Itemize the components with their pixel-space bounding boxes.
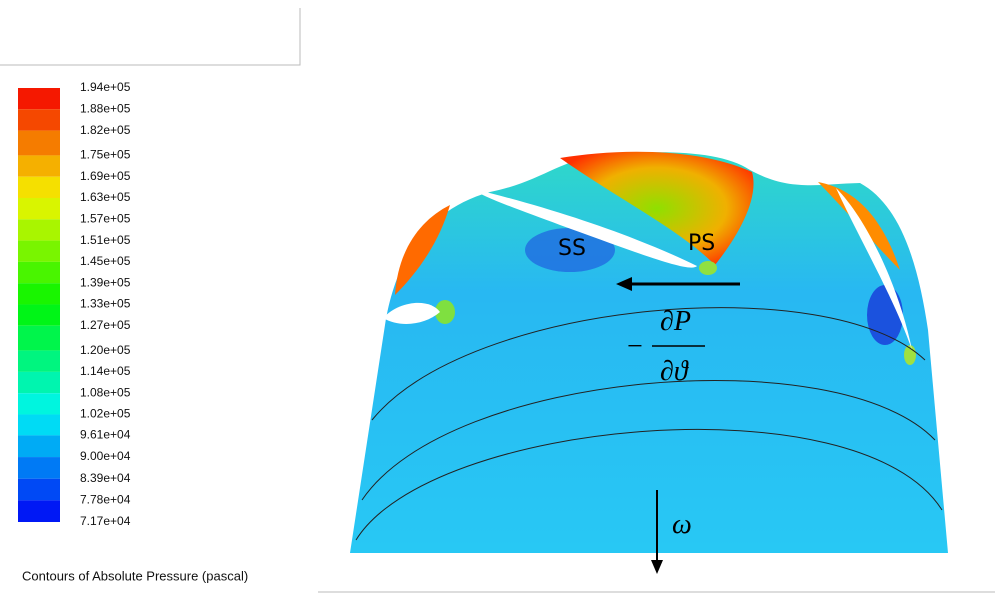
colorbar-band — [18, 371, 60, 394]
colorbar-label: 1.45e+05 — [80, 254, 131, 268]
colorbar-band — [18, 219, 60, 241]
colorbar-label: 1.39e+05 — [80, 275, 131, 289]
colorbar-band — [18, 261, 60, 284]
colorbar-label: 7.17e+04 — [80, 514, 131, 528]
colorbar-band — [18, 130, 60, 156]
colorbar-band — [18, 325, 60, 351]
colorbar-label: 1.14e+05 — [80, 364, 131, 378]
colorbar-band — [18, 500, 60, 522]
contour-image — [350, 151, 948, 574]
colorbar-band — [18, 88, 60, 110]
colorbar-band — [18, 240, 60, 262]
colorbar-label: 1.27e+05 — [80, 318, 131, 332]
annotation: ω — [672, 509, 692, 540]
annotation: ∂P — [660, 306, 691, 337]
annotation: − — [627, 331, 643, 362]
colorbar: 1.94e+05 1.88e+05 1.82e+05 1.75e+05 1.69e+05… — [18, 80, 131, 528]
colorbar-label: 1.57e+05 — [80, 211, 131, 225]
colorbar-label: 1.33e+05 — [80, 297, 131, 311]
colorbar-band — [18, 109, 60, 131]
colorbar-band — [18, 457, 60, 479]
colorbar-label: 8.39e+04 — [80, 471, 131, 485]
frame — [0, 8, 301, 66]
colorbar-label: 1.94e+05 — [80, 80, 131, 94]
colorbar-label: 7.78e+04 — [80, 493, 131, 507]
colorbar-band — [18, 155, 60, 177]
annotation: ∂ϑ — [660, 356, 689, 387]
colorbar-band — [18, 176, 60, 199]
annotation: PS — [688, 231, 715, 256]
colorbar-band — [18, 435, 60, 458]
colorbar-band — [18, 198, 60, 220]
colorbar-label: 1.08e+05 — [80, 385, 131, 399]
colorbar-band — [18, 283, 60, 305]
colorbar-label: 1.75e+05 — [80, 148, 131, 162]
annotation: SS — [558, 236, 586, 261]
colorbar-label: 1.88e+05 — [80, 101, 131, 115]
caption: Contours of Absolute Pressure (pascal) — [22, 568, 248, 583]
colorbar-label: 9.00e+04 — [80, 449, 131, 463]
colorbar-band — [18, 414, 60, 436]
colorbar-label: 1.51e+05 — [80, 233, 131, 247]
colorbar-band — [18, 350, 60, 372]
colorbar-label: 1.20e+05 — [80, 343, 131, 357]
colorbar-label: 1.69e+05 — [80, 169, 131, 183]
colorbar-label: 1.82e+05 — [80, 123, 131, 137]
colorbar-label: 1.63e+05 — [80, 190, 131, 204]
colorbar-band — [18, 478, 60, 501]
colorbar-band — [18, 393, 60, 415]
colorbar-band — [18, 304, 60, 326]
colorbar-label: 1.02e+05 — [80, 407, 131, 421]
colorbar-label: 9.61e+04 — [80, 428, 131, 442]
